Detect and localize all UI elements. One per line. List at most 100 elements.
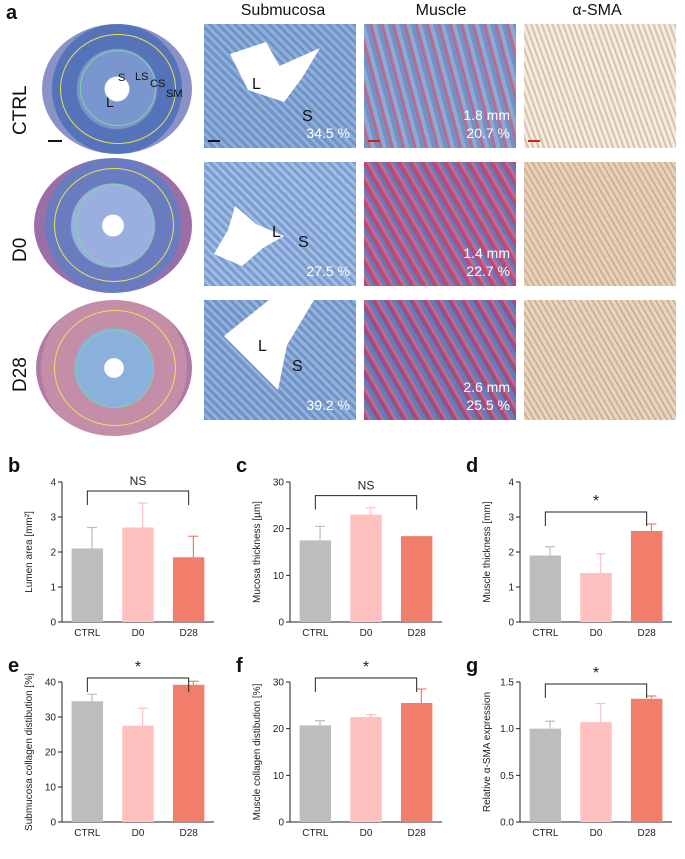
y-tick-label: 4 xyxy=(50,478,56,489)
y-tick-label: 0 xyxy=(508,618,514,629)
significance-bracket xyxy=(314,677,418,692)
y-tick-label: 20 xyxy=(273,524,285,535)
submucosa-label: S xyxy=(298,234,309,251)
chart-svg: f 0 10 20 30 Muscle collagen distibution [%] C… xyxy=(236,655,442,839)
y-tick-label: 10 xyxy=(273,771,285,782)
chart-b: b 0 1 2 3 4 Lumen area [mm²] CTRL D0 D28 NS xyxy=(0,446,226,652)
bar-d0 xyxy=(122,725,154,822)
bar-d0 xyxy=(580,573,612,622)
x-tick-label: D0 xyxy=(590,828,603,839)
muscle-tile-d0: 1.4 mm 22.7 % xyxy=(364,162,516,286)
submucosa-label: S xyxy=(292,358,303,375)
overview-section-ctrl: S LS CS SM L xyxy=(42,24,192,154)
submucosa-tile-d0: L S 27.5 % xyxy=(204,162,356,286)
y-tick-label: 0.5 xyxy=(500,771,514,782)
bar-ctrl xyxy=(529,555,562,622)
x-tick-label: CTRL xyxy=(302,828,329,839)
panel-a-letter: a xyxy=(6,2,18,24)
muscle-thickness: 1.4 mm xyxy=(463,245,510,261)
y-tick-label: 2 xyxy=(50,548,56,559)
significance-bracket xyxy=(314,495,418,510)
y-tick-label: 2 xyxy=(508,548,514,559)
chart-svg: e 0 10 20 30 40 Submucosa collagen distibution… xyxy=(8,655,214,839)
label-l: L xyxy=(106,94,114,110)
bar-d28 xyxy=(630,531,663,622)
y-tick-label: 4 xyxy=(508,478,514,489)
x-tick-label: D28 xyxy=(179,628,198,639)
submucosa-label: S xyxy=(302,108,313,125)
muscle-values: 1.8 mm 20.7 % xyxy=(463,106,510,142)
bar-ctrl xyxy=(529,728,562,822)
y-axis-label: Lumen area [mm²] xyxy=(24,511,35,593)
submucosa-tile-d28: L S 39.2 % xyxy=(204,300,356,420)
x-tick-label: CTRL xyxy=(532,828,559,839)
y-tick-label: 40 xyxy=(45,678,57,689)
x-tick-label: D28 xyxy=(179,828,198,839)
label-cs: CS xyxy=(150,78,166,90)
x-tick-label: D28 xyxy=(637,828,656,839)
bar-d0 xyxy=(580,722,612,822)
inner-contour xyxy=(80,50,156,126)
x-tick-label: D0 xyxy=(132,828,145,839)
y-tick-label: 30 xyxy=(273,478,285,489)
bar-ctrl xyxy=(71,701,104,822)
scale-bar xyxy=(48,140,62,142)
inner-contour xyxy=(76,330,154,408)
chart-c: c 0 10 20 30 Mucosa thickness [µm] CTRL D0 D28 NS xyxy=(228,446,454,652)
panel-letter: e xyxy=(8,655,19,677)
significance-bracket xyxy=(86,490,190,505)
x-tick-label: CTRL xyxy=(532,628,559,639)
y-tick-label: 1 xyxy=(50,583,56,594)
bar-d0 xyxy=(122,527,154,622)
y-tick-label: 30 xyxy=(45,713,57,724)
y-axis-label: Submucosa collagen distibution [%] xyxy=(24,673,35,831)
bar-d28 xyxy=(400,536,433,622)
significance-label: * xyxy=(593,493,599,510)
x-tick-label: D28 xyxy=(637,628,656,639)
sma-tile-d0 xyxy=(524,162,676,286)
y-tick-label: 3 xyxy=(50,513,56,524)
sma-tile-d28 xyxy=(524,300,676,420)
panel-letter: f xyxy=(236,655,243,677)
muscle-values: 1.4 mm 22.7 % xyxy=(463,244,510,280)
y-tick-label: 1.5 xyxy=(500,678,514,689)
bar-d0 xyxy=(350,514,382,622)
y-axis-label: Relative α-SMA expression xyxy=(482,692,493,812)
chart-f: f 0 10 20 30 Muscle collagen distibution [%] C… xyxy=(228,646,454,852)
y-tick-label: 1 xyxy=(508,583,514,594)
muscle-values: 2.6 mm 25.5 % xyxy=(463,378,510,414)
overview-section-d0 xyxy=(34,158,192,293)
submucosa-percent: 34.5 % xyxy=(306,125,350,141)
bar-d28 xyxy=(172,557,205,622)
significance-label: * xyxy=(593,665,599,682)
x-tick-label: CTRL xyxy=(74,628,101,639)
significance-bracket xyxy=(86,677,190,692)
y-tick-label: 0.0 xyxy=(500,818,514,829)
y-tick-label: 0 xyxy=(50,618,56,629)
y-axis-label: Muscle collagen distibution [%] xyxy=(252,683,263,820)
significance-label: NS xyxy=(358,479,375,493)
bar-d28 xyxy=(400,703,433,822)
lumen-label: L xyxy=(252,76,261,93)
muscle-percent: 25.5 % xyxy=(466,397,510,413)
y-tick-label: 30 xyxy=(273,678,285,689)
muscle-percent: 20.7 % xyxy=(466,125,510,141)
row-label-ctrl: CTRL xyxy=(10,85,31,135)
chart-svg: c 0 10 20 30 Mucosa thickness [µm] CTRL D0 D28 NS xyxy=(236,455,442,639)
muscle-tile-d28: 2.6 mm 25.5 % xyxy=(364,300,516,420)
bar-d28 xyxy=(630,698,663,822)
muscle-percent: 22.7 % xyxy=(466,263,510,279)
label-s: S xyxy=(118,72,126,84)
chart-svg: d 0 1 2 3 4 Muscle thickness [mm] CTRL D0 D28 * xyxy=(466,455,672,639)
significance-label: * xyxy=(363,659,369,676)
lumen-label: L xyxy=(272,224,281,241)
submucosa-percent: 39.2 % xyxy=(306,397,350,413)
lumen-region xyxy=(224,300,314,390)
bar-d0 xyxy=(350,717,382,822)
panel-letter: b xyxy=(8,455,20,477)
chart-g: g 0.0 0.5 1.0 1.5 Relative α-SMA expression CT… xyxy=(458,646,684,852)
lumen-region xyxy=(230,42,320,102)
x-tick-label: D0 xyxy=(360,628,373,639)
y-tick-label: 1.0 xyxy=(500,724,514,735)
x-tick-label: D28 xyxy=(407,828,426,839)
